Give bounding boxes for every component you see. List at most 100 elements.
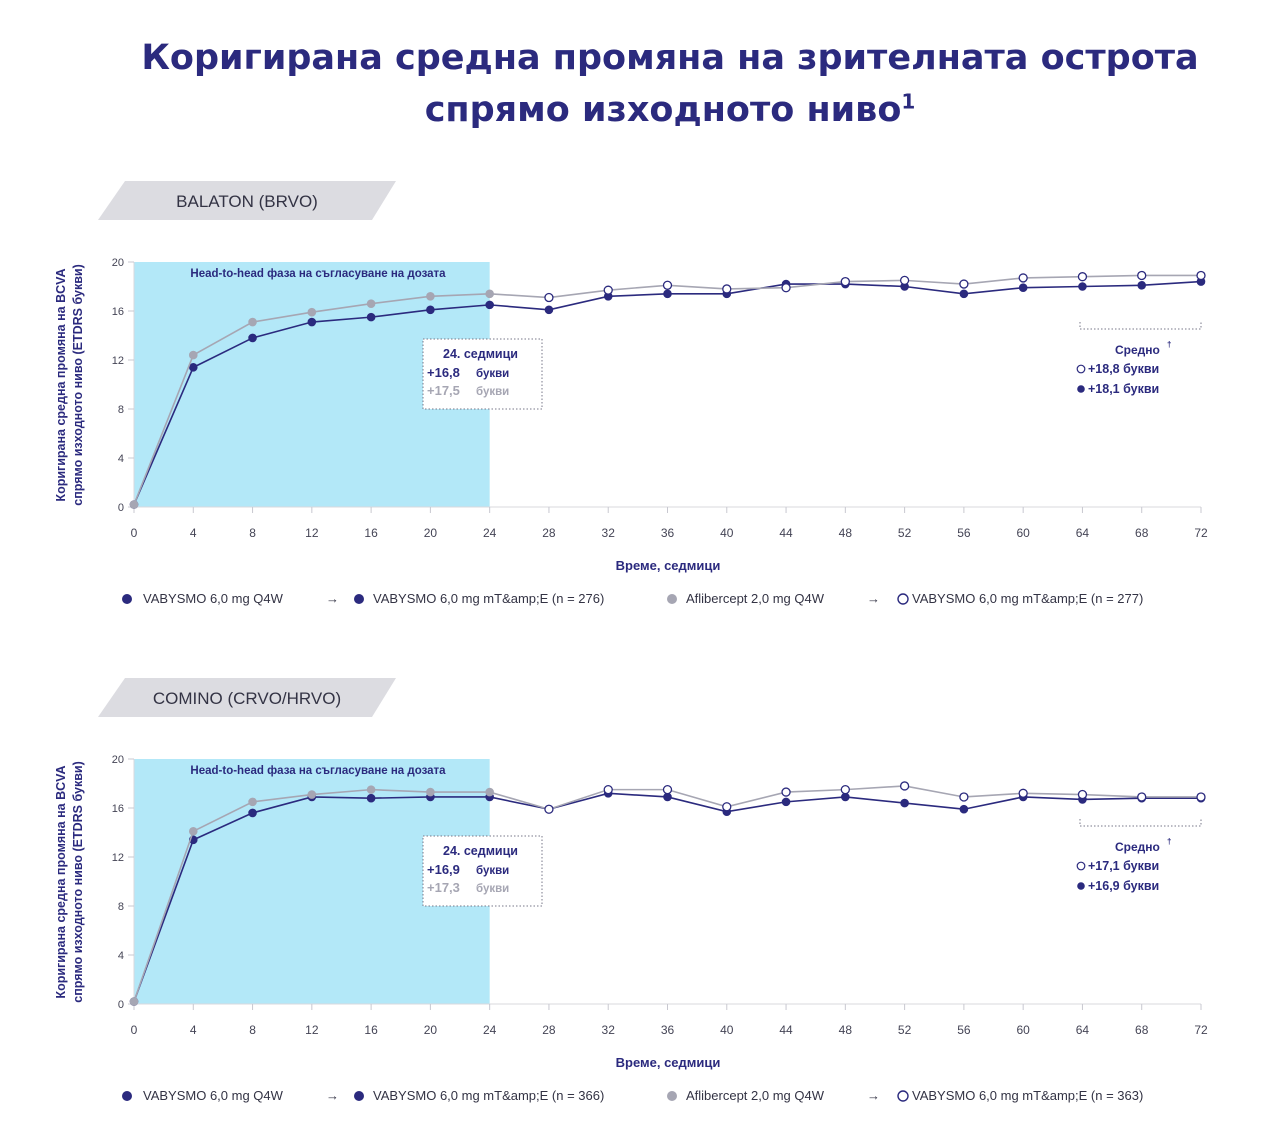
balaton-chart-panel: BALATON (BRVO) Head-to-head фаза на съгла… <box>0 175 1280 645</box>
x-tick-label: 56 <box>957 1023 971 1037</box>
x-tick-label: 12 <box>305 526 319 540</box>
y-tick-label: 20 <box>112 257 124 269</box>
series-2-point <box>426 787 435 797</box>
series-2-point <box>1137 792 1147 802</box>
series-2-point <box>722 284 732 294</box>
series-2-point <box>366 785 376 794</box>
legend-series-1-arrow: → <box>326 1088 339 1103</box>
x-tick-label: 0 <box>131 526 138 540</box>
series-1-point <box>1137 280 1147 290</box>
study-label: COMINO (CRVO/HRVO) <box>153 689 341 708</box>
series-1-point <box>544 305 554 315</box>
mean-open-marker <box>1076 861 1086 871</box>
x-tick-label: 16 <box>364 526 378 540</box>
x-tick-label: 32 <box>602 1023 616 1037</box>
x-tick-label: 24 <box>483 1023 497 1037</box>
legend-series-2-arrow: → <box>867 1088 880 1103</box>
series-2-point <box>603 784 613 795</box>
series-2-point <box>959 792 969 802</box>
series-1-point <box>307 317 317 327</box>
mean-marker: † <box>1167 837 1171 846</box>
series-2-point <box>1137 270 1147 281</box>
series-2-point <box>129 997 139 1006</box>
mean-filled-marker <box>1077 882 1085 890</box>
x-tick-label: 36 <box>661 1023 675 1037</box>
y-axis-title-line-2: спрямо изходното ниво (ETDRS букви) <box>71 761 85 1003</box>
series-2-point <box>248 317 257 327</box>
legend-series-1-part-1: VABYSMO 6,0 mg Q4W <box>143 1088 284 1103</box>
x-tick-label: 68 <box>1135 1023 1149 1037</box>
series-2-point <box>188 826 198 836</box>
x-tick-label: 20 <box>424 526 438 540</box>
study-tab <box>98 181 396 220</box>
series-2-point <box>1196 270 1206 281</box>
x-tick-label: 52 <box>898 1023 912 1037</box>
series-2-point <box>129 500 139 509</box>
series-2-point <box>899 781 910 791</box>
series-1-point <box>900 798 909 808</box>
mean-open-value: +18,8 букви <box>1088 362 1159 376</box>
x-tick-label: 24 <box>483 526 497 540</box>
week24-title: 24. седмици <box>443 347 518 361</box>
x-tick-label: 60 <box>1016 1023 1030 1037</box>
y-tick-label: 8 <box>118 404 124 416</box>
week24-value-1: +16,9 <box>427 862 460 877</box>
y-axis-title-line-1: Коригирана средна промяна на BCVA <box>54 765 68 998</box>
title-line-2: спрямо изходното ниво <box>424 90 902 130</box>
series-2-point <box>1018 273 1028 283</box>
legend-series-1-arrow: → <box>326 591 339 606</box>
series-1-point <box>1078 282 1087 291</box>
y-tick-label: 4 <box>118 950 124 962</box>
series-2-point <box>426 292 435 301</box>
y-tick-label: 4 <box>118 453 124 465</box>
y-tick-label: 16 <box>112 306 124 318</box>
series-2-point <box>485 289 494 299</box>
series-2-point <box>662 784 673 795</box>
legend-series-2-part-1: Aflibercept 2,0 mg Q4W <box>686 591 825 606</box>
series-1-point <box>663 289 672 299</box>
mean-title: Средно <box>1115 840 1160 854</box>
week24-value-2: +17,3 <box>427 880 460 895</box>
x-tick-label: 64 <box>1076 526 1090 540</box>
y-tick-label: 12 <box>112 355 124 367</box>
series-1-point <box>663 792 672 802</box>
x-tick-label: 4 <box>190 1023 197 1037</box>
x-tick-label: 72 <box>1194 1023 1208 1037</box>
x-tick-label: 60 <box>1016 526 1030 540</box>
series-2-point <box>485 787 494 797</box>
week24-annotation-box <box>422 338 543 410</box>
series-1-point <box>248 333 257 343</box>
series-2-point <box>188 350 198 360</box>
title-line-1: Коригирана средна промяна на зрителната … <box>141 38 1199 78</box>
comino-chart-panel: COMINO (CRVO/HRVO) Head-to-head фаза на с… <box>0 672 1280 1142</box>
study-tab <box>98 678 396 717</box>
x-tick-label: 0 <box>131 1023 138 1037</box>
series-2-point <box>899 275 910 286</box>
series-1-point <box>781 797 791 807</box>
week24-unit-1: букви <box>476 368 509 380</box>
y-tick-label: 0 <box>118 999 124 1011</box>
x-axis-title: Време, седмици <box>616 1055 721 1070</box>
legend-series-1-part-2: VABYSMO 6,0 mg mT&amp;E (n = 366) <box>373 1088 604 1103</box>
y-tick-label: 20 <box>112 754 124 766</box>
y-tick-label: 16 <box>112 803 124 815</box>
y-axis-title-line-2: спрямо изходното ниво (ETDRS букви) <box>71 264 85 506</box>
legend-series-1-end-marker <box>354 594 364 604</box>
y-tick-label: 8 <box>118 901 124 913</box>
legend-series-2-arrow: → <box>867 591 880 606</box>
series-2-point <box>603 285 613 295</box>
x-tick-label: 68 <box>1135 526 1149 540</box>
mean-title: Средно <box>1115 343 1160 357</box>
comino-chart: COMINO (CRVO/HRVO) Head-to-head фаза на с… <box>54 678 1208 1103</box>
series-2-point <box>1077 789 1088 800</box>
legend-series-2-marker <box>667 1091 677 1101</box>
x-tick-label: 56 <box>957 526 971 540</box>
x-tick-label: 8 <box>249 1023 256 1037</box>
series-1-point <box>959 804 969 814</box>
x-tick-label: 4 <box>190 526 197 540</box>
week24-unit-2: букви <box>476 386 509 398</box>
x-tick-label: 44 <box>779 526 793 540</box>
series-2-point <box>959 279 969 289</box>
series-2-point <box>781 787 791 797</box>
legend-series-2-part-2: VABYSMO 6,0 mg mT&amp;E (n = 277) <box>912 591 1143 606</box>
